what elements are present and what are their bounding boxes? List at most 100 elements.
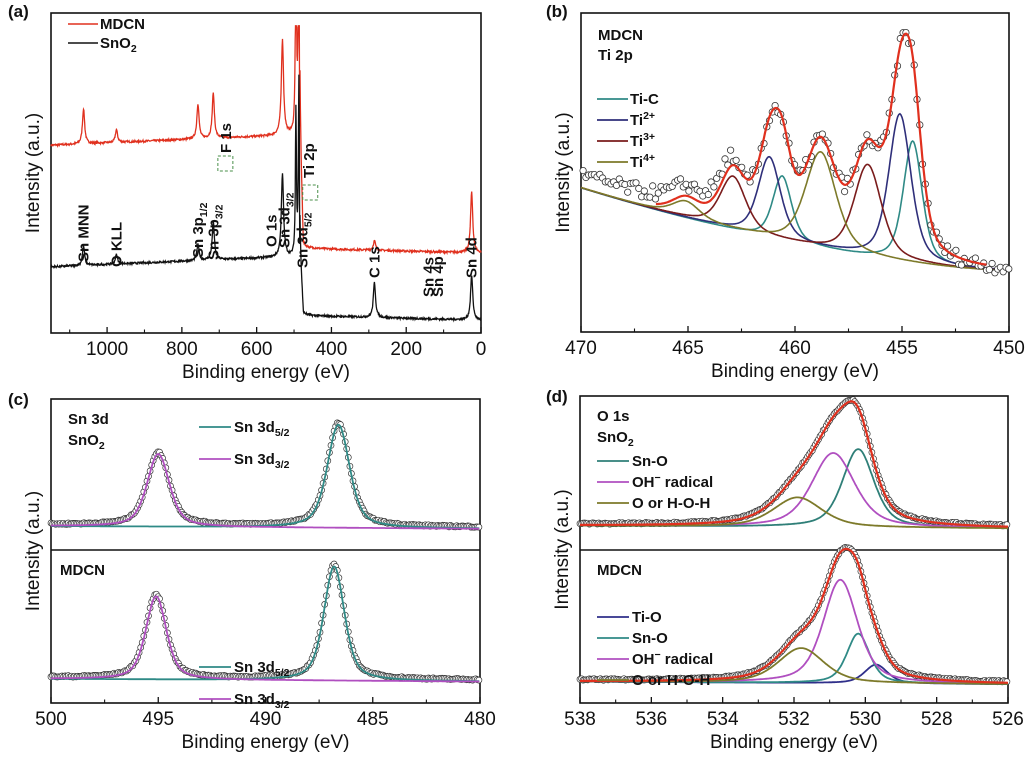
legend-label: Sn 3d5/2 xyxy=(234,659,290,679)
peak-annotation: Sn 4p xyxy=(430,256,447,297)
data-point xyxy=(640,187,648,195)
x-tick-label: 495 xyxy=(142,709,174,730)
data-point xyxy=(632,179,640,187)
legend-label: Ti3+ xyxy=(630,131,655,150)
data-point xyxy=(651,195,660,203)
x-axis-title: Binding energy (eV) xyxy=(710,732,878,753)
x-tick-label: 455 xyxy=(886,338,918,359)
legend-label: Ti-C xyxy=(630,91,659,108)
data-point xyxy=(704,190,712,199)
x-tick-label: 528 xyxy=(921,709,953,730)
panel-b-ti2p: 470 465 460 455 450 Binding energy (eV) Intens… xyxy=(546,2,1025,382)
highlight-box xyxy=(217,155,234,172)
highlight-box xyxy=(302,184,319,201)
y-axis-title: Intensity (a.u.) xyxy=(553,112,574,232)
component-sn-3d3-2 xyxy=(51,595,480,683)
data-point xyxy=(654,189,662,197)
peak-annotation: O 1s xyxy=(264,214,281,247)
envelope-fit xyxy=(655,32,987,266)
component-sn-3d5-2 xyxy=(51,565,480,682)
plot-frame xyxy=(50,398,481,704)
data-point xyxy=(732,156,740,164)
subpanel-title: O 1s xyxy=(597,408,630,425)
component-sn-3d3-2 xyxy=(51,453,480,530)
legend-label: OH− radical xyxy=(632,472,713,491)
peak-annotation: Sn 3d5/2 xyxy=(294,212,314,268)
panel-c-sn3d: 500 495 490 485 480 Binding energy (eV) Intens… xyxy=(8,390,496,753)
panel-title: Ti 2p xyxy=(598,47,633,64)
x-tick-label: 800 xyxy=(166,339,198,360)
data-point xyxy=(988,259,996,268)
legend-label: O or H-O-H xyxy=(632,672,710,689)
peak-annotation: F 1s xyxy=(218,123,235,153)
x-tick-label: 532 xyxy=(778,709,810,730)
legend-label: Ti-O xyxy=(632,609,662,626)
legend-label: Ti4+ xyxy=(630,152,655,171)
panel-d-o1s: 538 536 534 532 530 528 526 Binding energy (eV)… xyxy=(546,387,1024,753)
subpanel-title: MDCN xyxy=(60,562,105,579)
peak-annotation: Sn 3p3/2 xyxy=(205,204,225,260)
peak-annotation: C 1s xyxy=(366,246,383,278)
legend-label: Sn 3d3/2 xyxy=(234,691,290,711)
panel-a-survey: 1000 800 600 400 200 0 Binding energy (eV) Inte… xyxy=(8,2,486,383)
data-point xyxy=(690,180,699,188)
panel-label: (a) xyxy=(8,2,29,21)
data-point xyxy=(840,188,849,196)
data-point xyxy=(863,131,871,139)
subpanel-sno2: Sn 3d SnO2 Sn 3d5/2 Sn 3d3/2 xyxy=(47,411,483,531)
component-sn-3d5-2 xyxy=(51,423,480,530)
subpanel-title: SnO2 xyxy=(597,429,634,449)
data-point xyxy=(1005,265,1013,273)
x-tick-label: 460 xyxy=(779,338,811,359)
legend-label: Sn 3d5/2 xyxy=(234,419,290,439)
data-point xyxy=(685,187,693,195)
x-axis-title: Binding energy (eV) xyxy=(182,362,350,383)
x-tick-label: 526 xyxy=(992,709,1024,730)
x-tick-label: 490 xyxy=(250,709,282,730)
legend-label: SnO2 xyxy=(100,35,137,55)
legend-label: Sn 3d3/2 xyxy=(234,451,290,471)
x-axis-title: Binding energy (eV) xyxy=(182,732,350,753)
x-tick-label: 470 xyxy=(565,338,597,359)
panel-label: (d) xyxy=(546,387,568,406)
legend-label: Ti2+ xyxy=(630,110,655,129)
x-tick-label: 536 xyxy=(635,709,667,730)
data-point xyxy=(676,175,685,183)
x-tick-label: 485 xyxy=(357,709,389,730)
x-tick-label: 400 xyxy=(316,339,348,360)
panel-label: (b) xyxy=(546,2,568,21)
peak-annotation: Sn MNN xyxy=(76,205,93,263)
component-ti3- xyxy=(580,163,1008,271)
x-tick-label: 450 xyxy=(993,338,1025,359)
peak-annotation: Sn 4s xyxy=(421,257,438,297)
data-point xyxy=(943,242,952,250)
series-line-mdcn xyxy=(50,25,482,256)
x-tick-label: 465 xyxy=(672,338,704,359)
subpanel-mdcn: MDCN Ti-O Sn-O OH− radical O or H-O-H xyxy=(576,544,1011,689)
data-point xyxy=(649,182,657,190)
legend-label: OH− radical xyxy=(632,649,713,668)
y-axis-title: Intensity (a.u.) xyxy=(23,491,44,611)
envelope-fit xyxy=(580,547,1008,684)
x-tick-label: 500 xyxy=(35,709,67,730)
data-point xyxy=(952,246,960,254)
subpanel-sno2: O 1s SnO2 Sn-O OH− radical O or H-O-H xyxy=(576,396,1011,530)
x-tick-label: 480 xyxy=(464,709,496,730)
x-tick-label: 200 xyxy=(390,339,422,360)
data-point xyxy=(710,183,718,191)
peak-annotation: Sn 3d3/2 xyxy=(276,192,296,248)
x-tick-label: 600 xyxy=(241,339,273,360)
peak-annotation: Ti 2p xyxy=(301,143,318,178)
envelope-fit xyxy=(580,400,1009,528)
data-point xyxy=(985,265,993,274)
legend-label: MDCN xyxy=(100,16,145,33)
data-point xyxy=(624,188,632,196)
series-line-sno2 xyxy=(50,74,482,323)
x-tick-label: 534 xyxy=(707,709,739,730)
legend-label: O or H-O-H xyxy=(632,495,710,512)
x-tick-label: 0 xyxy=(476,339,487,360)
x-tick-label: 538 xyxy=(564,709,596,730)
y-axis-title: Intensity (a.u.) xyxy=(552,489,573,609)
data-point xyxy=(579,167,587,175)
subpanel-mdcn: MDCN Sn 3d5/2 Sn 3d3/2 xyxy=(47,560,483,711)
